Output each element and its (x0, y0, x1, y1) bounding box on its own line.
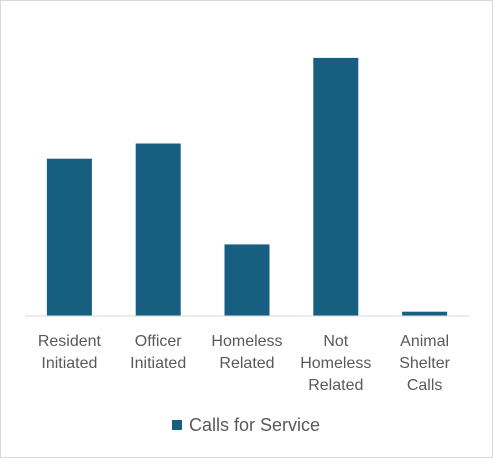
category-labels: Resident Initiated Officer Initiated Homeles… (38, 333, 451, 394)
category-label-line: Initiated (41, 355, 97, 372)
bar-2 (224, 244, 270, 316)
bar-0 (46, 158, 92, 316)
category-label-line: Related (308, 377, 363, 394)
category-label-line: Resident (38, 333, 102, 350)
category-label-4: Animal Shelter Calls (399, 333, 450, 394)
category-label-line: Initiated (130, 355, 186, 372)
category-label-line: Officer (135, 333, 183, 350)
category-label-3: Not Homeless Related (300, 333, 371, 394)
legend-swatch (172, 420, 182, 430)
category-label-1: Officer Initiated (130, 333, 186, 372)
category-label-line: Shelter (399, 355, 450, 372)
category-label-line: Homeless (300, 355, 371, 372)
category-label-line: Related (219, 355, 274, 372)
legend: Calls for Service (172, 415, 320, 435)
category-label-line: Not (323, 333, 348, 350)
category-label-line: Calls (407, 377, 443, 394)
category-label-line: Animal (400, 333, 449, 350)
category-label-0: Resident Initiated (38, 333, 102, 372)
category-label-2: Homeless Related (211, 333, 282, 372)
bar-1 (135, 143, 181, 316)
bars-group (46, 57, 448, 317)
category-label-line: Homeless (211, 333, 282, 350)
bar-4 (402, 311, 448, 316)
legend-label: Calls for Service (189, 415, 320, 435)
bar-3 (313, 57, 359, 317)
